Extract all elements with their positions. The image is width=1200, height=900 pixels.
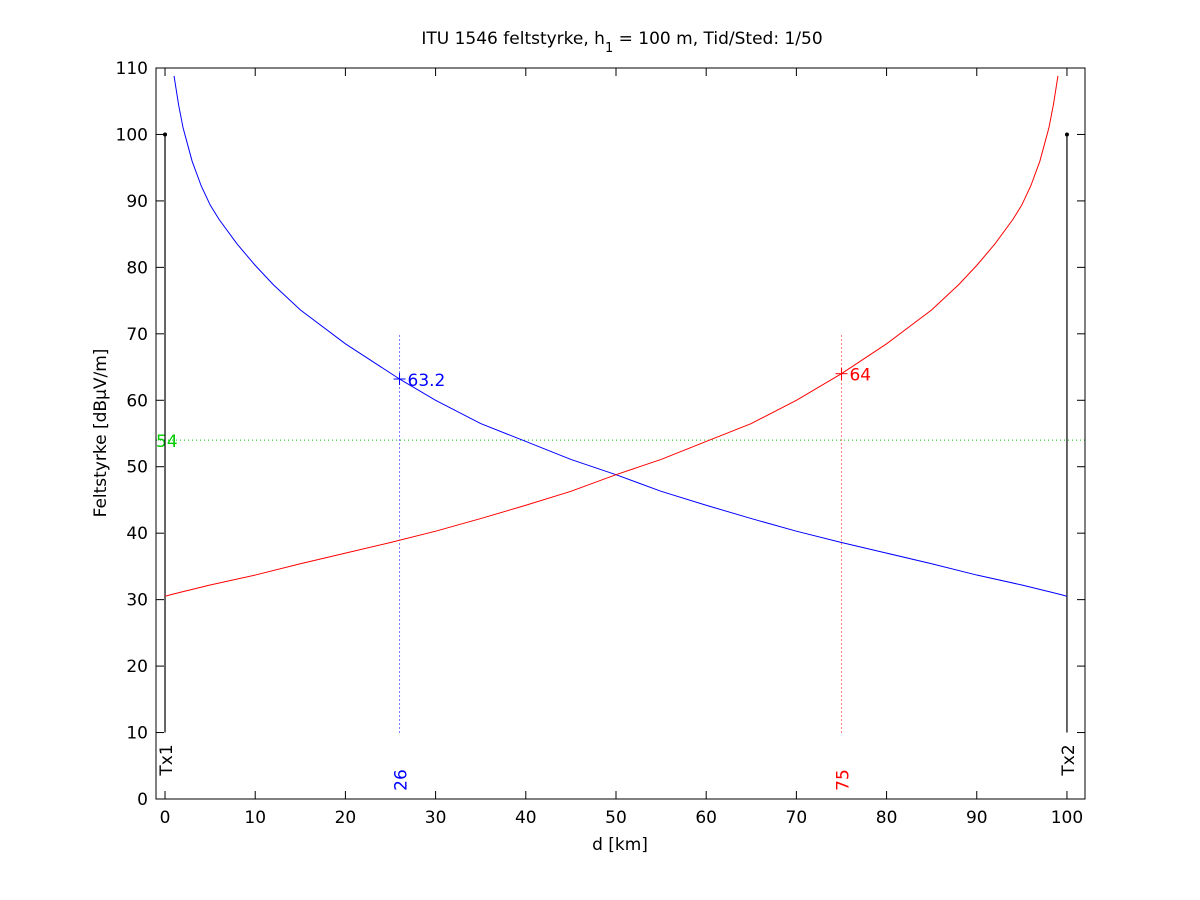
point-label: 63.2 <box>408 371 446 391</box>
x-tick-label: 80 <box>876 808 898 828</box>
point-label: 64 <box>849 366 871 386</box>
chart-title-prefix: ITU 1546 feltstyrke, h <box>421 29 605 49</box>
y-tick-label: 20 <box>126 657 148 677</box>
x-tick-label: 90 <box>966 808 988 828</box>
x-tick-label: 10 <box>244 808 266 828</box>
y-axis-label: Feltstyrke [dBµV/m] <box>91 349 111 518</box>
axes-box <box>155 67 1086 800</box>
chart-title-subscript: 1 <box>605 41 613 56</box>
chart-title: ITU 1546 feltstyrke, h1 = 100 m, Tid/Ste… <box>421 29 822 56</box>
y-tick-label: 30 <box>126 591 148 611</box>
chart-title-suffix: = 100 m, Tid/Sted: 1/50 <box>613 29 822 49</box>
transmitter-dot <box>163 132 168 137</box>
y-tick-label: 40 <box>126 524 148 544</box>
x-tick-label: 20 <box>335 808 357 828</box>
x-tick-label: 0 <box>160 808 171 828</box>
x-tick-label: 70 <box>786 808 808 828</box>
y-tick-label: 100 <box>116 125 148 145</box>
x-tick-label: 60 <box>695 808 717 828</box>
x-tick-label: 100 <box>1051 808 1083 828</box>
axis-ticks: 0 10 20 30 40 50 60 70 80 90 100 0 10 20 30 40 50 60 70 80 9… <box>116 59 1085 828</box>
y-tick-label: 80 <box>126 258 148 278</box>
plot-area: 0 10 20 30 40 50 60 70 80 90 100 0 10 20 30 40 50 60 70 80 9… <box>116 59 1086 828</box>
transmitter-label: Tx2 <box>1059 744 1079 776</box>
x-tick-label: 40 <box>515 808 537 828</box>
vertical-marker-label: 75 <box>833 769 853 791</box>
transmitter-label: Tx1 <box>157 744 177 776</box>
y-tick-label: 0 <box>137 790 148 810</box>
series-line-2 <box>164 75 1059 597</box>
x-tick-label: 50 <box>605 808 627 828</box>
y-tick-label: 90 <box>126 192 148 212</box>
y-tick-label: 60 <box>126 391 148 411</box>
vertical-marker-label: 26 <box>392 769 412 791</box>
transmitter-dot <box>1064 132 1069 137</box>
x-axis-label: d [km] <box>592 835 648 855</box>
y-tick-label: 10 <box>126 724 148 744</box>
y-tick-label: 50 <box>126 458 148 478</box>
y-tick-label: 110 <box>116 59 148 79</box>
threshold-label: 54 <box>156 432 178 452</box>
y-tick-label: 70 <box>126 325 148 345</box>
series-line-1 <box>173 75 1068 597</box>
data-layer: 54 26 75 Tx1 Tx2 63.2 64 <box>156 75 1085 791</box>
x-tick-label: 30 <box>425 808 447 828</box>
